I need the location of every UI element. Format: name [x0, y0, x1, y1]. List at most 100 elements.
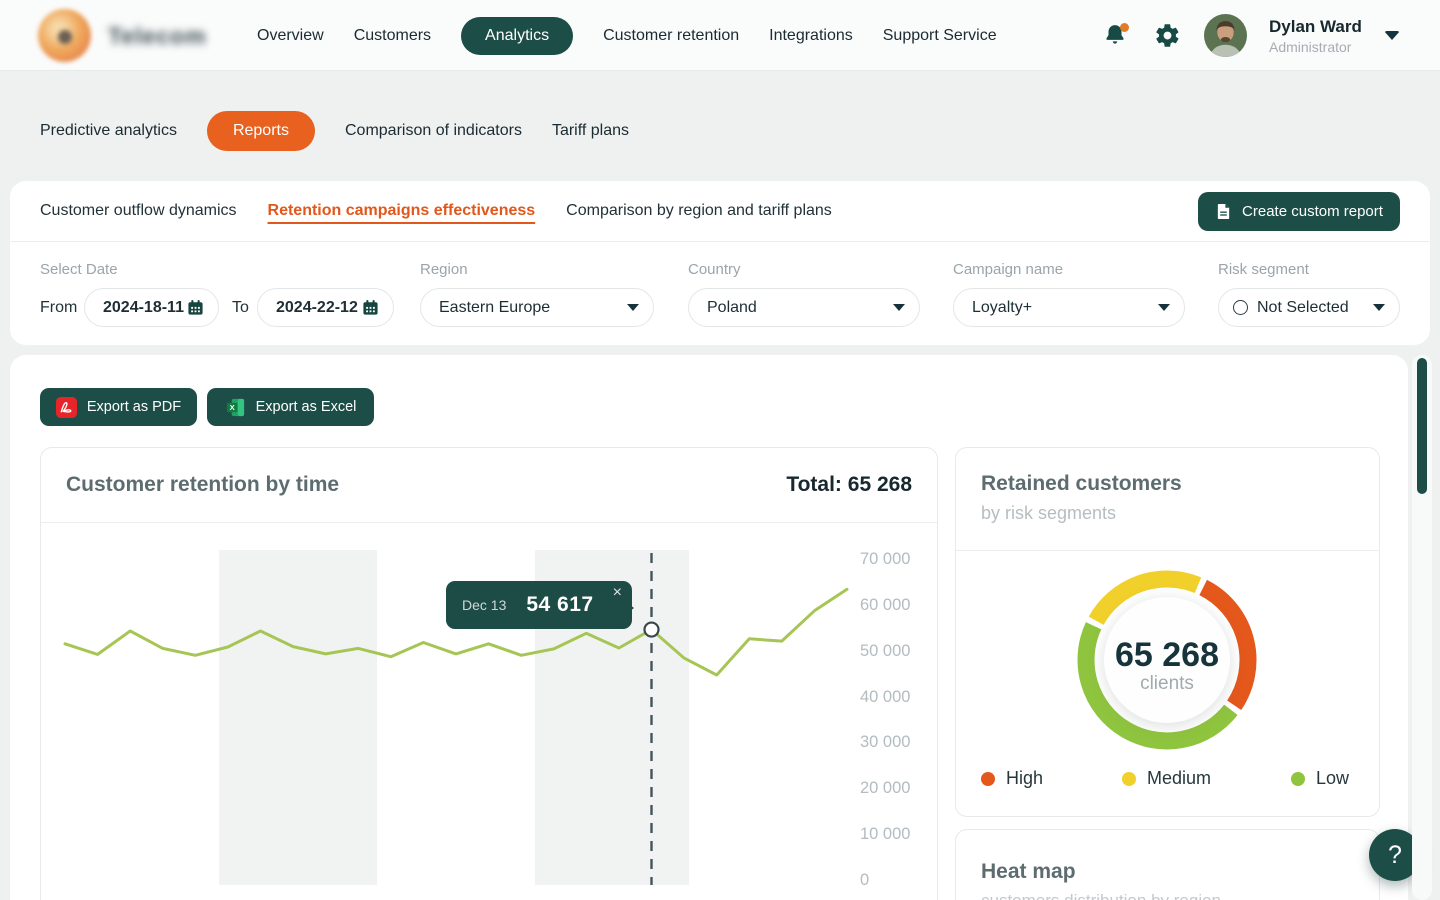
user-info[interactable]: Dylan Ward Administrator — [1269, 17, 1362, 55]
heat-map-subtitle: customers distribution by region — [981, 891, 1221, 900]
excel-icon: X — [225, 397, 246, 418]
calendar-icon — [187, 299, 204, 316]
svg-text:50 000: 50 000 — [860, 642, 910, 660]
brand-name: Telecom — [108, 23, 207, 50]
heat-map-title: Heat map — [981, 860, 1076, 884]
nav-item-customer-retention[interactable]: Customer retention — [603, 27, 739, 45]
main-nav: Overview Customers Analytics Customer re… — [257, 0, 997, 71]
notification-badge — [1120, 23, 1129, 32]
svg-text:20 000: 20 000 — [860, 779, 910, 797]
export-excel-label: Export as Excel — [256, 399, 357, 415]
nav-item-customers[interactable]: Customers — [354, 27, 431, 45]
tab-comparison-of-indicators[interactable]: Comparison of indicators — [345, 122, 522, 140]
chevron-down-icon[interactable] — [1384, 31, 1400, 40]
subtab-retention-campaigns-effectiveness-active[interactable]: Retention campaigns effectiveness — [268, 202, 536, 220]
user-name: Dylan Ward — [1269, 17, 1362, 37]
legend-dot-high — [981, 772, 995, 786]
caret-down-icon — [627, 304, 639, 311]
nav-item-analytics-active[interactable]: Analytics — [461, 17, 573, 55]
donut-center-label: clients — [1140, 673, 1194, 694]
legend-label-medium: Medium — [1147, 768, 1211, 789]
date-from-label: From — [40, 299, 77, 317]
country-value: Poland — [707, 299, 757, 317]
y-axis-labels: 0 10 000 20 000 30 000 40 000 50 000 60 … — [860, 550, 910, 889]
date-to-input[interactable]: 2024-22-12 — [257, 288, 394, 327]
export-pdf-button[interactable]: Export as PDF — [40, 388, 197, 426]
filter-campaign-label: Campaign name — [953, 261, 1063, 278]
radio-circle-icon — [1233, 300, 1248, 315]
filter-risk-label: Risk segment — [1218, 261, 1309, 278]
retention-chart-title: Customer retention by time — [66, 473, 339, 497]
close-icon[interactable]: × — [613, 584, 622, 602]
legend-item-high: High — [981, 768, 1043, 789]
date-from-value: 2024-18-11 — [103, 299, 184, 317]
legend-item-medium: Medium — [1122, 768, 1211, 789]
tooltip-date: Dec 13 — [462, 597, 506, 613]
scrollbar-thumb[interactable] — [1417, 358, 1427, 494]
retained-customers-title: Retained customers — [981, 472, 1182, 496]
highlight-point-marker[interactable] — [645, 623, 659, 637]
caret-down-icon — [1158, 304, 1170, 311]
export-pdf-label: Export as PDF — [87, 399, 181, 415]
tab-predictive-analytics[interactable]: Predictive analytics — [40, 122, 177, 140]
top-navigation-bar: Telecom Overview Customers Analytics Cus… — [0, 0, 1440, 71]
analytics-section-tabs: Predictive analytics Reports Comparison … — [40, 111, 629, 151]
user-avatar[interactable] — [1204, 14, 1247, 57]
total-label: Total: — [786, 473, 842, 496]
legend-dot-medium — [1122, 772, 1136, 786]
legend-dot-low — [1291, 772, 1305, 786]
risk-segments-donut-chart: 65 268 clients — [1072, 565, 1262, 755]
legend-label-low: Low — [1316, 768, 1349, 789]
date-to-label: To — [232, 299, 249, 317]
chart-band — [219, 550, 377, 885]
legend-item-low: Low — [1291, 768, 1349, 789]
retention-chart-total: Total: 65 268 — [638, 473, 912, 497]
tab-reports-active[interactable]: Reports — [207, 111, 315, 151]
filter-date-label: Select Date — [40, 261, 118, 278]
region-select[interactable]: Eastern Europe — [420, 288, 654, 327]
brand-logo-dot — [58, 30, 72, 44]
scrollbar-track[interactable] — [1412, 355, 1432, 900]
date-to-value: 2024-22-12 — [276, 299, 358, 317]
app-window: Telecom Overview Customers Analytics Cus… — [0, 0, 1440, 900]
nav-item-support-service[interactable]: Support Service — [883, 27, 997, 45]
date-from-input[interactable]: 2024-18-11 — [84, 288, 219, 327]
topbar-actions: Dylan Ward Administrator — [1100, 0, 1400, 71]
pdf-icon — [56, 397, 77, 418]
report-subtabs: Customer outflow dynamics Retention camp… — [40, 202, 832, 220]
retention-line-chart[interactable]: 0 10 000 20 000 30 000 40 000 50 000 60 … — [40, 523, 938, 900]
tab-tariff-plans[interactable]: Tariff plans — [552, 122, 629, 140]
filter-region-label: Region — [420, 261, 468, 278]
nav-item-overview[interactable]: Overview — [257, 27, 324, 45]
caret-down-icon — [893, 304, 905, 311]
export-excel-button[interactable]: X Export as Excel — [207, 388, 374, 426]
svg-text:30 000: 30 000 — [860, 733, 910, 751]
donut-center-value: 65 268 — [1115, 636, 1219, 674]
retained-customers-subtitle: by risk segments — [981, 503, 1116, 524]
chart-tooltip: Dec 13 54 617 × — [446, 581, 632, 629]
risk-value: Not Selected — [1257, 299, 1349, 317]
total-value: 65 268 — [848, 473, 912, 496]
campaign-value: Loyalty+ — [972, 299, 1032, 317]
document-icon — [1215, 203, 1232, 220]
tooltip-value: 54 617 — [526, 593, 593, 617]
legend-label-high: High — [1006, 768, 1043, 789]
create-custom-report-button[interactable]: Create custom report — [1198, 192, 1400, 231]
svg-text:70 000: 70 000 — [860, 550, 910, 568]
region-value: Eastern Europe — [439, 299, 550, 317]
user-role: Administrator — [1269, 39, 1362, 55]
notifications-bell-icon[interactable] — [1100, 21, 1130, 51]
risk-segment-select[interactable]: Not Selected — [1218, 288, 1400, 327]
svg-text:40 000: 40 000 — [860, 688, 910, 706]
subtab-comparison-by-region[interactable]: Comparison by region and tariff plans — [566, 202, 832, 220]
nav-item-integrations[interactable]: Integrations — [769, 27, 853, 45]
calendar-icon — [362, 299, 379, 316]
filter-country-label: Country — [688, 261, 741, 278]
svg-text:0: 0 — [860, 871, 869, 889]
country-select[interactable]: Poland — [688, 288, 920, 327]
svg-text:60 000: 60 000 — [860, 596, 910, 614]
caret-down-icon — [1373, 304, 1385, 311]
settings-gear-icon[interactable] — [1152, 21, 1182, 51]
campaign-select[interactable]: Loyalty+ — [953, 288, 1185, 327]
subtab-customer-outflow-dynamics[interactable]: Customer outflow dynamics — [40, 202, 237, 220]
